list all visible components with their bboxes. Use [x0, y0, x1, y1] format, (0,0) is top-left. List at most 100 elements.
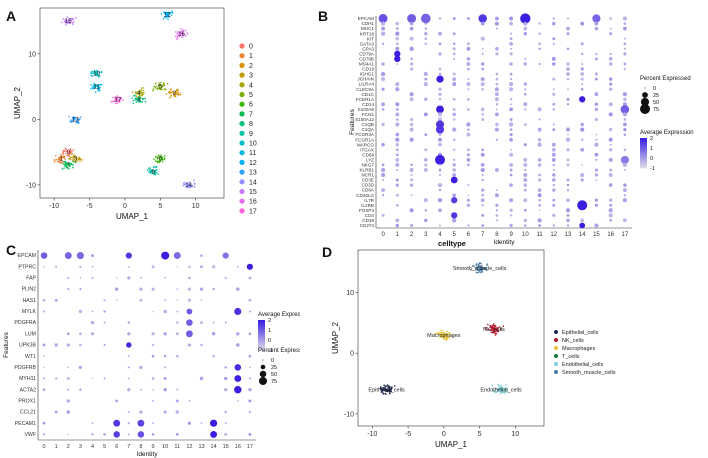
expression-dot — [466, 153, 470, 157]
expression-dot — [509, 21, 513, 26]
expression-dot — [381, 102, 385, 107]
cell-point — [504, 391, 506, 394]
expression-dot — [496, 108, 498, 111]
x-tick-label: -5 — [86, 203, 92, 210]
legend-size-dot — [640, 104, 650, 114]
expression-dot — [509, 107, 513, 112]
cell-point — [484, 268, 486, 271]
x-tick-label: 5 — [478, 431, 482, 438]
expression-dot — [537, 193, 542, 198]
cell-point — [61, 21, 63, 24]
expression-dot — [395, 112, 400, 117]
expression-dot — [395, 36, 400, 41]
feature-label: CLEC9A — [356, 87, 375, 92]
cluster-label: 1 — [60, 157, 64, 163]
expression-dot — [580, 147, 585, 152]
cell-point — [506, 388, 509, 390]
expression-dot — [236, 265, 239, 268]
legend-color-step — [258, 332, 265, 334]
expression-dot — [481, 52, 484, 55]
cell-point — [505, 384, 507, 386]
expression-dot — [509, 133, 513, 137]
expression-dot — [410, 57, 413, 61]
expression-dot — [127, 332, 131, 336]
feature-label: FCER1A — [356, 97, 375, 102]
expression-dot — [494, 87, 499, 92]
expression-dot — [523, 26, 528, 31]
expression-dot — [423, 71, 428, 77]
cell-point — [168, 16, 170, 18]
expression-dot — [581, 62, 584, 66]
expression-dot — [623, 42, 627, 46]
cell-point — [175, 31, 177, 33]
cell-point — [170, 94, 172, 97]
legend-color-step — [640, 141, 647, 143]
cell-point — [175, 91, 177, 93]
expression-dot — [224, 410, 227, 414]
expression-dot — [495, 189, 498, 192]
cell-point — [472, 264, 474, 267]
cell-point — [436, 332, 438, 334]
expression-dot — [381, 108, 385, 111]
cell-point — [138, 91, 140, 93]
cluster-label: 7 — [67, 163, 71, 169]
cell-point — [492, 327, 494, 329]
expression-dot — [115, 399, 119, 403]
cell-point — [69, 120, 71, 123]
expression-dot — [552, 213, 556, 218]
cell-point — [161, 156, 164, 158]
expression-dot — [565, 137, 571, 142]
expression-dot — [381, 77, 386, 82]
expression-dot — [580, 87, 584, 91]
cell-point — [74, 118, 76, 120]
expression-dot — [409, 21, 414, 26]
legend-swatch — [239, 43, 245, 49]
expression-dot — [185, 330, 193, 338]
cell-point — [493, 323, 495, 325]
expression-dot — [163, 332, 167, 336]
feature-label: EPCAM — [18, 253, 36, 259]
expression-dot — [608, 183, 613, 187]
expression-dot — [566, 158, 570, 162]
cell-point — [181, 36, 183, 38]
expression-dot — [438, 168, 442, 172]
cell-point — [384, 392, 387, 395]
cell-point — [72, 18, 75, 21]
cell-point — [154, 171, 156, 174]
expression-dot — [594, 117, 598, 122]
expression-dot — [495, 16, 499, 21]
cell-point — [479, 268, 481, 270]
y-tick-label: -10 — [344, 411, 354, 418]
cell-point — [72, 157, 75, 160]
legend-color-step — [258, 345, 265, 348]
expression-dot — [103, 321, 106, 324]
legend-color-step — [258, 320, 265, 322]
expression-dot — [152, 400, 155, 402]
expression-dot — [552, 224, 555, 227]
expression-dot — [139, 388, 142, 391]
cell-point — [493, 390, 496, 392]
expression-dot — [125, 252, 132, 259]
expression-dot — [552, 173, 556, 177]
expression-dot — [395, 162, 400, 168]
cluster-label: 4 — [137, 91, 141, 97]
cell-point — [136, 91, 139, 93]
cell-point — [144, 101, 147, 103]
expression-dot — [552, 108, 555, 111]
expression-dot — [76, 252, 84, 260]
expression-dot — [54, 298, 58, 302]
expression-dot — [423, 198, 428, 203]
expression-dot — [186, 308, 193, 315]
expression-dot — [552, 163, 556, 167]
cell-point — [72, 23, 74, 26]
cell-point — [493, 326, 495, 328]
cell-point — [151, 172, 153, 175]
identity-tick-label: 9 — [152, 444, 155, 450]
expression-dot — [467, 78, 470, 80]
cell-point — [477, 263, 480, 266]
cell-point — [155, 172, 158, 174]
expression-dot — [224, 388, 228, 392]
expression-dot — [246, 263, 253, 270]
cell-point — [185, 183, 188, 185]
expression-dot — [566, 67, 570, 71]
